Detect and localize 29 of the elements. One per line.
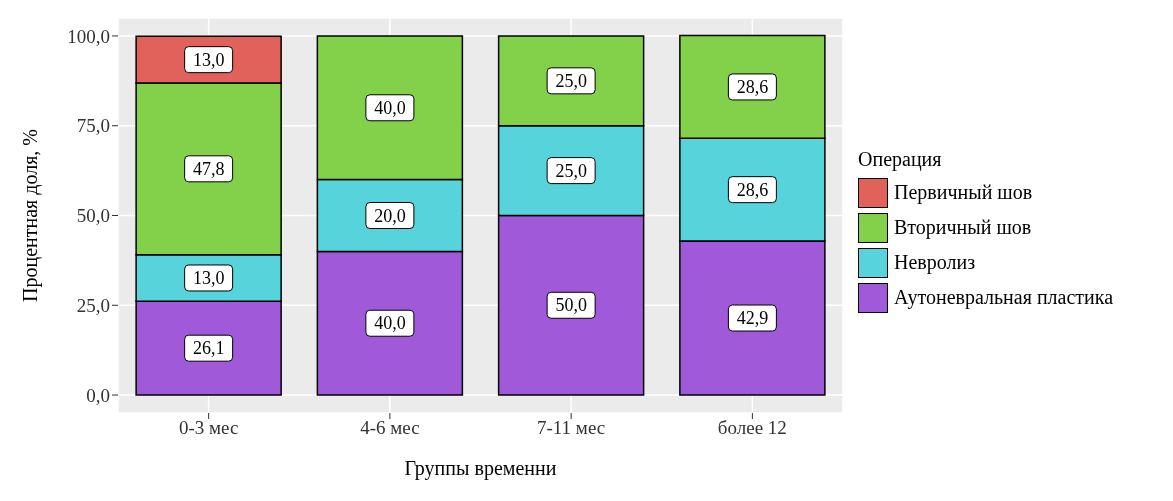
data-label: 26,1 (192, 338, 225, 359)
x-tick-label: 0-3 мес (178, 417, 239, 439)
y-tick-label: 75,0 (76, 115, 110, 137)
data-label: 25,0 (555, 160, 587, 181)
data-label: 28,6 (736, 76, 769, 97)
y-tick-label: 0,0 (86, 384, 110, 406)
legend-label: Аутоневральная пластика (894, 286, 1114, 309)
x-tick-label: более 12 (717, 417, 787, 439)
y-axis-title: Процентная доля, % (19, 129, 43, 302)
data-label: 50,0 (555, 295, 587, 316)
y-tick-label: 50,0 (76, 205, 110, 227)
x-tick-label: 4-6 мес (360, 417, 420, 439)
data-label: 40,0 (374, 313, 406, 334)
data-label: 42,9 (736, 308, 769, 329)
legend-label: Вторичный шов (894, 216, 1032, 239)
data-label: 20,0 (374, 205, 406, 226)
data-label: 13,0 (192, 49, 225, 70)
data-label: 47,8 (192, 158, 225, 179)
legend-title: Операция (858, 148, 943, 171)
legend-label: Невролиз (894, 251, 976, 274)
x-axis-title: Группы временни (404, 457, 557, 481)
x-tick-label: 7-11 мес (537, 417, 606, 439)
y-tick-label: 100,0 (67, 25, 110, 47)
data-label: 40,0 (374, 97, 406, 118)
y-tick-label: 25,0 (76, 295, 110, 317)
data-label: 28,6 (736, 179, 769, 200)
legend-label: Первичный шов (894, 181, 1033, 204)
data-label: 25,0 (555, 70, 587, 91)
data-label: 13,0 (192, 267, 225, 288)
